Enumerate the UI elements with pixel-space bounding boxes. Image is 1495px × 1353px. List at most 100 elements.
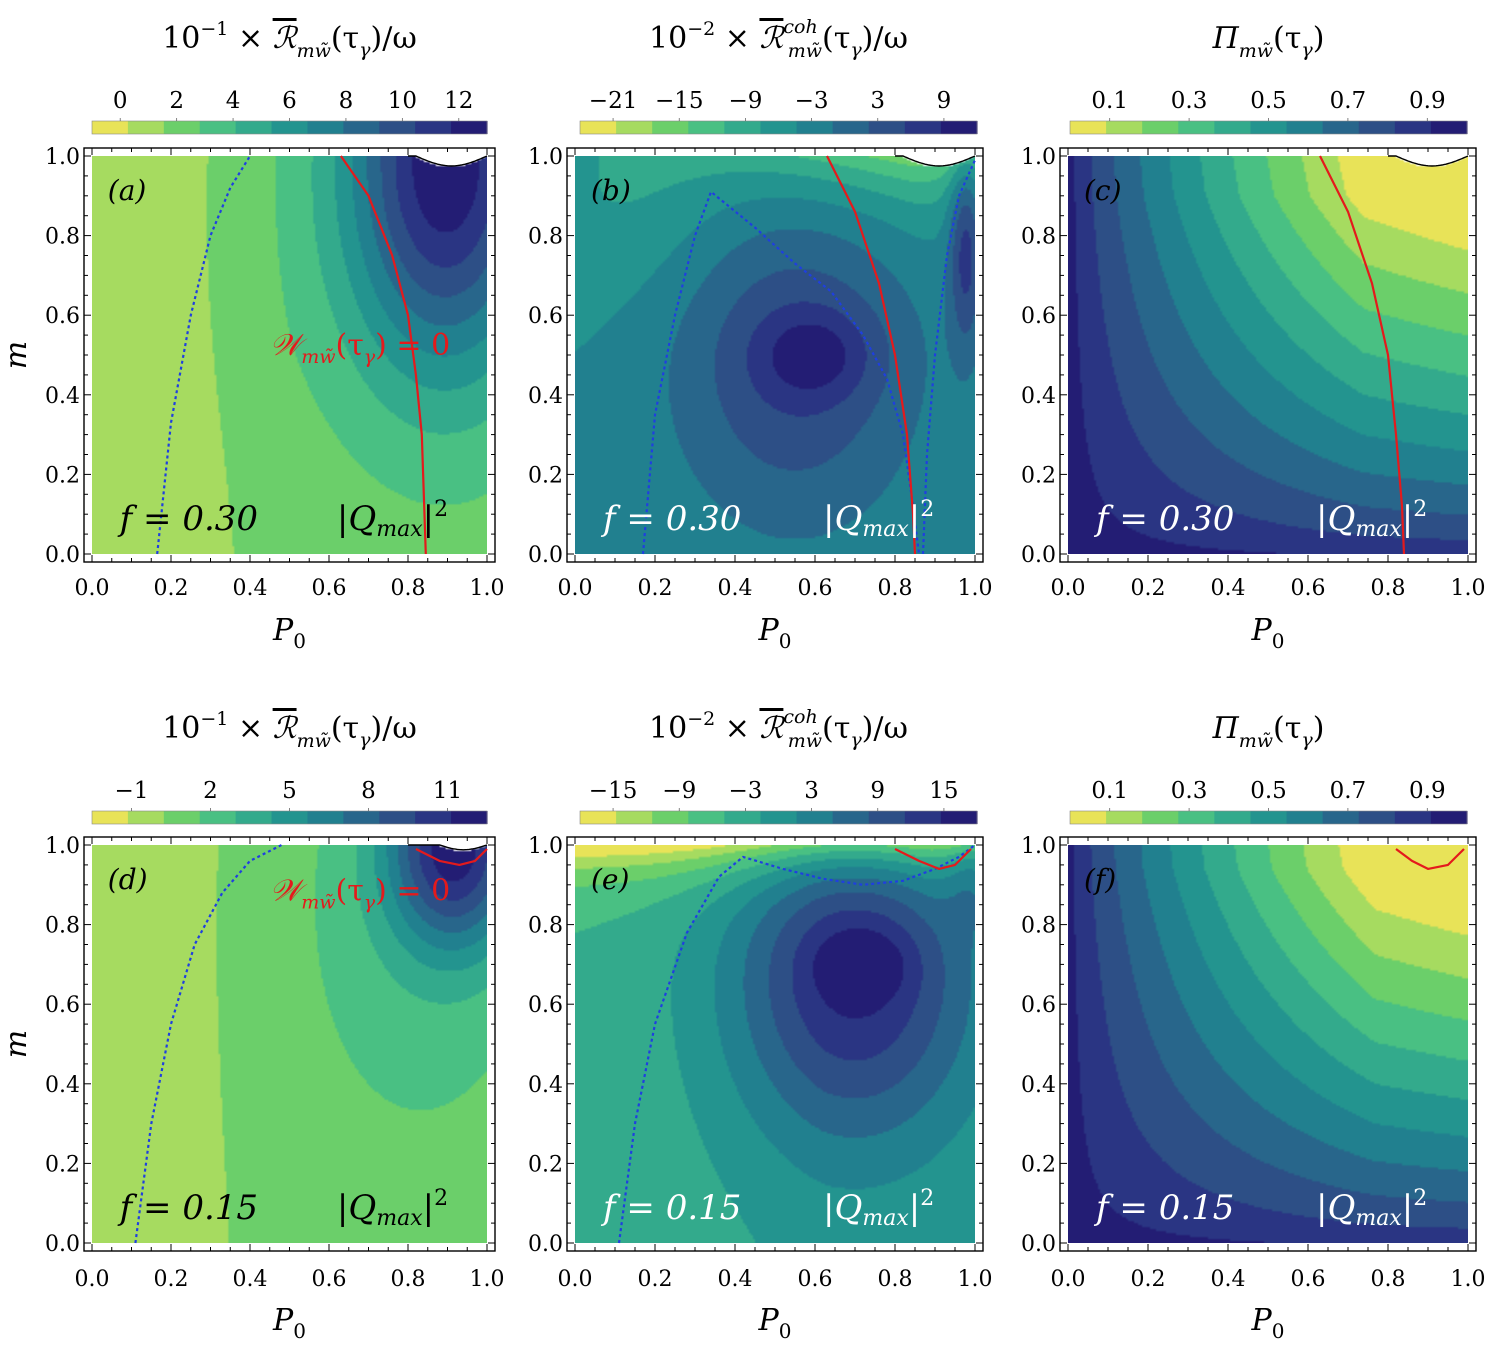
colorbar-swatch xyxy=(616,121,653,134)
colorbar-swatch xyxy=(1214,811,1252,824)
zero-work-curve xyxy=(1395,848,1465,870)
domain-boundary xyxy=(1388,155,1469,167)
title-times: × xyxy=(715,21,759,56)
colorbar-swatch xyxy=(1106,121,1143,134)
panel-f: Πmw̃(τγ) 0.1 0.3 0.5 0.7 0.9 0.0 0.2 0.4 0.6 0.8 1.… xyxy=(1021,711,1486,1343)
colorbar-swatch xyxy=(163,121,201,134)
y-tick-label: 1.0 xyxy=(1021,834,1056,859)
colorbar-swatch xyxy=(235,121,273,134)
title-symbol: ℛ xyxy=(273,21,299,56)
x-axis-label-main: P xyxy=(1251,613,1273,648)
curve-label-rest: (τ xyxy=(335,874,363,909)
colorbar-swatch xyxy=(580,811,617,824)
x-axis-label: P0 xyxy=(1251,1303,1285,1343)
colorbar-tick-label: 9 xyxy=(870,778,885,804)
colorbar-tick-label: −15 xyxy=(655,88,704,114)
title-times: × xyxy=(715,711,759,746)
y-tick-label: 0.2 xyxy=(1021,463,1056,488)
x-axis-label-sub: 0 xyxy=(293,1319,306,1343)
colorbar-swatch xyxy=(163,811,201,824)
title-symbol: Π xyxy=(1212,711,1240,746)
colorbar-swatch xyxy=(832,121,870,134)
colorbar-swatch xyxy=(940,811,978,824)
q-main: |Q xyxy=(337,1188,376,1228)
colorbar-swatch xyxy=(868,811,906,824)
title-symbol: ℛ xyxy=(759,711,785,746)
colorbar-swatch xyxy=(92,811,129,824)
x-tick-label: 0.6 xyxy=(798,1267,833,1292)
zero-work-curve xyxy=(894,848,972,870)
q-bar: | xyxy=(1402,1188,1413,1228)
colorbar-swatch xyxy=(724,121,762,134)
colorbar: −21 −15 −9 −3 3 9 xyxy=(579,88,978,135)
title-subscript: mw̃ xyxy=(788,40,822,62)
q-sup: 2 xyxy=(434,1186,448,1211)
title-subscript: mw̃ xyxy=(788,730,822,752)
x-axis-label: P0 xyxy=(272,1303,306,1343)
colorbar-tick-label: 0.9 xyxy=(1409,778,1446,804)
colorbar-swatch xyxy=(343,121,380,134)
colorbar-swatch xyxy=(760,811,798,824)
title-suffix-end: )/ω xyxy=(862,21,908,56)
x-tick-label: 0.6 xyxy=(1291,576,1326,601)
y-tick-label: 0.0 xyxy=(45,543,80,568)
title-subscript: mw̃ xyxy=(297,40,331,62)
q-sub: max xyxy=(376,1206,423,1231)
q-max-label: |Qmax|2 xyxy=(823,1186,934,1231)
y-tick-label: 0.6 xyxy=(528,304,563,329)
zero-work-curve xyxy=(339,155,427,555)
x-axis-label-sub: 0 xyxy=(779,1319,792,1343)
contour-field xyxy=(575,156,975,554)
y-tick-label: 0.4 xyxy=(45,1073,80,1098)
y-tick-label: 1.0 xyxy=(528,145,563,170)
title-suffix: (τ xyxy=(822,711,850,746)
colorbar-swatch xyxy=(307,811,344,824)
colorbar-tick-label: −9 xyxy=(728,88,762,114)
colorbar-swatch xyxy=(1286,811,1324,824)
y-tick-label: 0.4 xyxy=(528,1073,563,1098)
curve-label-sub: mw̃ xyxy=(301,346,335,368)
x-tick-label: 0.2 xyxy=(638,1267,673,1292)
y-tick-label: 0.0 xyxy=(45,1232,80,1257)
colorbar-tick-label: 0.5 xyxy=(1250,778,1287,804)
colorbar-tick-label: 0.1 xyxy=(1091,88,1128,114)
panel-title: 10−1 × ℛmw̃(τγ)/ω xyxy=(162,18,417,62)
q-bar: | xyxy=(909,1188,920,1228)
x-tick-label: 0.4 xyxy=(1211,1267,1246,1292)
title-prefix: 10 xyxy=(162,711,200,746)
y-tick-label: 0.0 xyxy=(528,1232,563,1257)
colorbar-tick-label: −15 xyxy=(589,778,638,804)
title-symbol: Π xyxy=(1212,21,1240,56)
y-tick-label: 0.2 xyxy=(528,463,563,488)
title-subscript: mw̃ xyxy=(1239,40,1273,62)
title-times: × xyxy=(228,711,272,746)
x-axis-label-sub: 0 xyxy=(1272,1319,1285,1343)
colorbar-swatch xyxy=(940,121,978,134)
x-tick-label: 0.8 xyxy=(391,1267,426,1292)
colorbar-swatch xyxy=(307,121,344,134)
y-tick-label: 0.4 xyxy=(1021,384,1056,409)
title-superscript: coh xyxy=(783,16,817,38)
q-max-label: |Qmax|2 xyxy=(1316,497,1427,542)
x-axis-label-sub: 0 xyxy=(293,629,306,653)
panel-d: 10−1 × ℛmw̃(τγ)/ω−1 2 5 8 110.0 0.2 0.4 0.6 0.8 1… xyxy=(0,708,505,1343)
y-tick-label: 0.0 xyxy=(1021,543,1056,568)
colorbar-swatch xyxy=(904,121,942,134)
x-tick-label: 1.0 xyxy=(470,1267,505,1292)
colorbar: −15 −9 −3 3 9 15 xyxy=(579,778,978,825)
title-suffix-end: )/ω xyxy=(371,711,417,746)
axes-frame xyxy=(566,836,984,1252)
title-exponent: −1 xyxy=(200,18,228,40)
panel-title: 10−2 × ℛcoh mw̃(τγ)/ω xyxy=(649,706,908,752)
domain-boundary xyxy=(408,844,488,851)
contour-field xyxy=(575,845,975,1243)
x-tick-label: 0.2 xyxy=(154,1267,189,1292)
x-tick-label: 0.4 xyxy=(718,1267,753,1292)
colorbar-tick-label: −1 xyxy=(115,778,149,804)
y-tick-label: 0.2 xyxy=(45,1152,80,1177)
q-bar: | xyxy=(423,1188,434,1228)
colorbar-tick-label: 15 xyxy=(929,778,958,804)
colorbar-tick-label: 11 xyxy=(433,778,462,804)
x-tick-label: 0.0 xyxy=(1051,576,1086,601)
panel-title: Πmw̃(τγ) xyxy=(1212,711,1325,752)
